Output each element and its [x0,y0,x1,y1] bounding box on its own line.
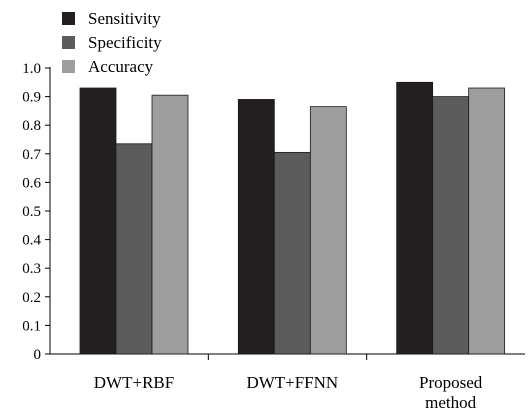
x-category-label: Proposed [419,373,483,392]
y-tick-label: 0.1 [22,318,41,334]
x-category-label: DWT+FFNN [246,373,338,392]
bar-specificity [432,96,470,355]
bar-sensitivity [79,87,117,355]
y-axis: 0 0.1 0.2 0.3 0.4 0.5 0.6 0.7 0.8 0.9 1.0 [22,61,51,363]
legend-swatch-accuracy [62,60,75,73]
bar-accuracy [151,94,189,355]
y-tick-label: 0.7 [22,147,41,163]
y-tick-label: 0.9 [22,90,41,106]
y-tick-label: 0.5 [22,204,41,220]
y-tick-label: 0.6 [22,175,41,191]
y-tick-label: 0.3 [22,261,41,277]
legend-label-specificity: Specificity [88,33,162,52]
legend-swatch-sensitivity [62,12,75,25]
legend: Sensitivity Specificity Accuracy [62,9,162,76]
bars [79,81,506,355]
bar-sensitivity [237,99,275,355]
y-tick-label: 1.0 [22,61,41,77]
x-category-label: method [425,393,476,412]
legend-label-sensitivity: Sensitivity [88,9,161,28]
x-category-label: DWT+RBF [94,373,174,392]
y-tick-label: 0.4 [22,233,41,249]
bar-specificity [115,143,153,355]
y-tick-label: 0.2 [22,290,41,306]
bar-sensitivity [396,81,434,355]
legend-label-accuracy: Accuracy [88,57,154,76]
bar-specificity [273,151,311,355]
y-tick-label: 0 [34,347,42,363]
y-tick-label: 0.8 [22,118,41,134]
bar-accuracy [468,87,506,355]
legend-swatch-specificity [62,36,75,49]
bar-accuracy [309,106,347,355]
